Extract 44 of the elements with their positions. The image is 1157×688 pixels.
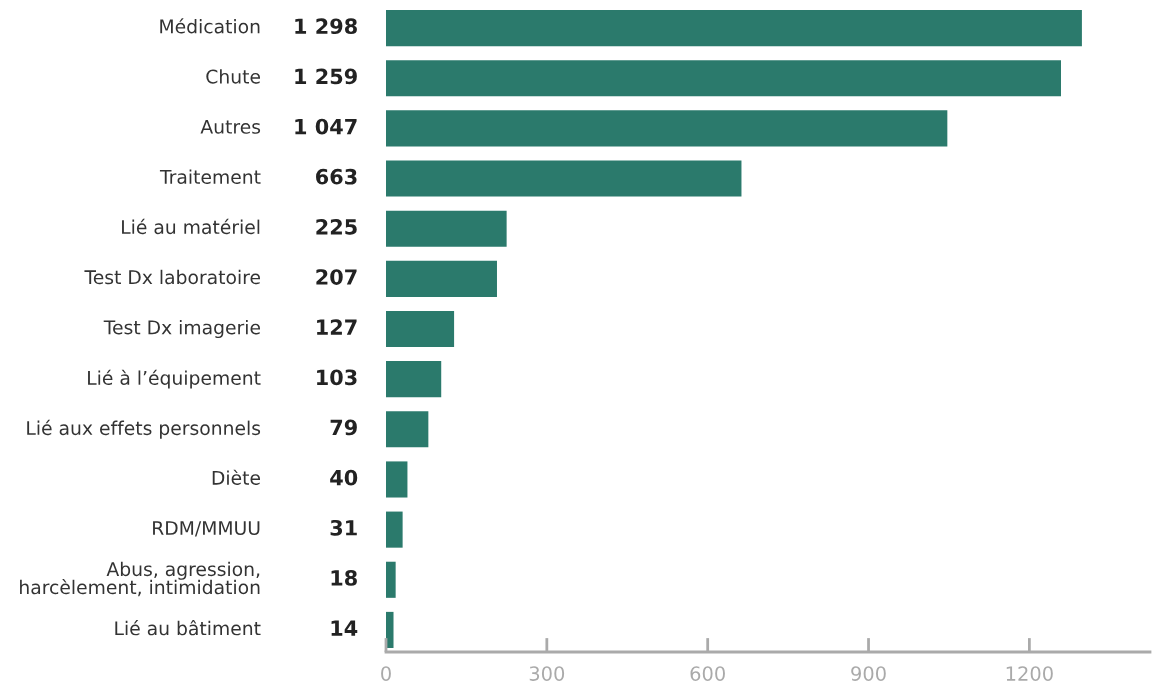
y-tick-label: Test Dx imagerie bbox=[103, 319, 260, 339]
bar bbox=[386, 361, 442, 398]
bar bbox=[386, 210, 507, 247]
bar bbox=[386, 611, 394, 648]
bar bbox=[386, 110, 948, 147]
bar bbox=[386, 310, 455, 348]
y-tick-label: Lié au bâtiment bbox=[115, 620, 261, 636]
bar bbox=[386, 461, 408, 498]
y-tick-label: Autres bbox=[200, 119, 261, 134]
data-label: 1 298 bbox=[295, 18, 357, 35]
bar bbox=[386, 160, 742, 197]
x-tick-label: 1200 bbox=[1006, 666, 1053, 681]
bar bbox=[386, 511, 403, 548]
bar bbox=[386, 260, 497, 297]
x-tick-label: 600 bbox=[690, 666, 725, 681]
bar bbox=[386, 561, 396, 598]
y-tick-label: Lié aux effets personnels bbox=[27, 419, 261, 439]
y-tick-label: Lié à l’équipement bbox=[88, 369, 261, 389]
y-tick-label: Traitement bbox=[159, 169, 261, 184]
data-label: 14 bbox=[331, 620, 358, 636]
data-label: 1 047 bbox=[295, 118, 357, 135]
data-label: 127 bbox=[317, 319, 357, 335]
data-label: 79 bbox=[330, 419, 357, 436]
data-label: 207 bbox=[316, 269, 357, 285]
bar bbox=[386, 60, 1061, 97]
y-tick-label: Diète bbox=[212, 469, 260, 485]
data-label: 18 bbox=[331, 570, 357, 586]
bar bbox=[386, 411, 429, 448]
y-tick-label: Abus, agression, harcèlement, intimidation bbox=[20, 561, 260, 597]
x-tick-label: 0 bbox=[381, 666, 391, 681]
data-label: 103 bbox=[317, 369, 357, 386]
bar bbox=[386, 10, 1082, 47]
y-tick-label: Chute bbox=[206, 69, 260, 84]
y-tick-label: Médication bbox=[160, 18, 260, 34]
data-label: 663 bbox=[316, 168, 357, 185]
y-tick-label: RDM/MMUU bbox=[153, 521, 260, 537]
x-tick-label: 900 bbox=[851, 666, 886, 681]
data-label: 40 bbox=[330, 469, 358, 486]
data-label: 31 bbox=[330, 519, 357, 536]
data-label: 225 bbox=[316, 218, 357, 235]
y-tick-label: Lié au matériel bbox=[122, 218, 260, 235]
data-label: 1 259 bbox=[295, 68, 357, 85]
y-tick-label: Test Dx laboratoire bbox=[84, 269, 260, 285]
x-tick-label: 300 bbox=[529, 666, 565, 681]
